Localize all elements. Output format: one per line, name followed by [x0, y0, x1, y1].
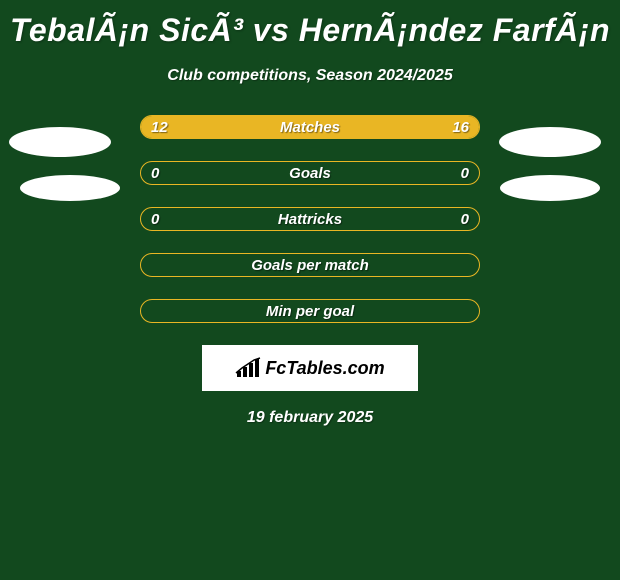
stat-row: Goals per match	[140, 253, 480, 277]
stat-row: 00Goals	[140, 161, 480, 185]
player-right-avatar	[499, 127, 601, 157]
stat-label: Goals	[141, 162, 479, 184]
footer-date: 19 february 2025	[0, 409, 620, 427]
stat-row: 00Hattricks	[140, 207, 480, 231]
chart-icon	[235, 357, 261, 379]
stat-label: Hattricks	[141, 208, 479, 230]
stat-bars: 1216Matches 00Goals 00Hattricks Goals per m…	[140, 115, 480, 323]
stat-label: Goals per match	[141, 254, 479, 276]
stat-row: 1216Matches	[140, 115, 480, 139]
stat-label: Matches	[141, 116, 479, 138]
logo-box[interactable]: FcTables.com	[202, 345, 418, 391]
logo-text: FcTables.com	[265, 358, 384, 379]
stats-area: 1216Matches 00Goals 00Hattricks Goals per m…	[0, 115, 620, 323]
logo: FcTables.com	[235, 357, 384, 379]
page-subtitle: Club competitions, Season 2024/2025	[0, 67, 620, 85]
stat-label: Min per goal	[141, 300, 479, 322]
page-title: TebalÃ¡n SicÃ³ vs HernÃ¡ndez FarfÃ¡n	[0, 0, 620, 49]
player-left-avatar-small	[20, 175, 120, 201]
player-left-avatar	[9, 127, 111, 157]
player-right-avatar-small	[500, 175, 600, 201]
stat-row: Min per goal	[140, 299, 480, 323]
